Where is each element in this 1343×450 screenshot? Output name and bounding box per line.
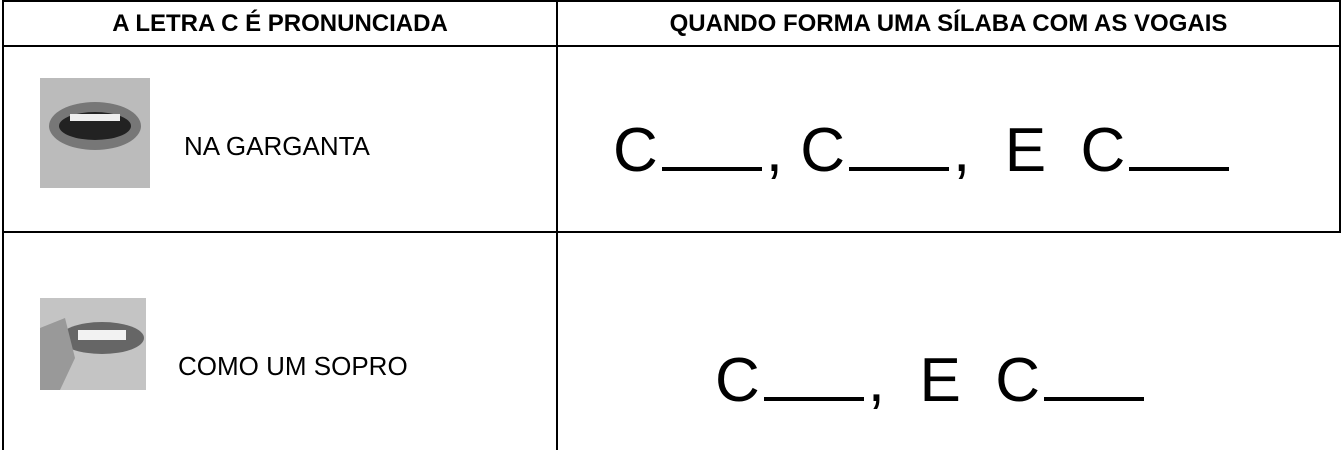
- blank: [763, 353, 864, 401]
- fill-text: , E C: [953, 116, 1126, 185]
- blank: [1129, 123, 1230, 171]
- fill-text: C: [613, 116, 658, 185]
- cell-text: COMO UM SOPRO: [178, 351, 408, 381]
- header-cell: A LETRA C É PRONUNCIADA: [112, 10, 448, 37]
- fill-text: C: [715, 346, 760, 415]
- fill-in: C, E C: [715, 350, 1148, 412]
- blank: [1044, 353, 1145, 401]
- table-border: [1339, 0, 1341, 233]
- fill-text: , E C: [867, 346, 1041, 415]
- table-border: [556, 0, 558, 450]
- cell-text: NA GARGANTA: [184, 131, 370, 161]
- blank: [661, 123, 762, 171]
- table-border: [2, 45, 1341, 47]
- table-border: [2, 0, 1341, 2]
- table-border: [2, 231, 1341, 233]
- fill-in: C, C, E C: [613, 120, 1233, 182]
- mouth-photo: [40, 298, 146, 390]
- fill-text: , C: [765, 116, 846, 185]
- blank: [849, 123, 950, 171]
- header-cell: QUANDO FORMA UMA SÍLABA COM AS VOGAIS: [669, 10, 1228, 37]
- table-border: [2, 0, 4, 450]
- mouth-photo: [40, 78, 150, 188]
